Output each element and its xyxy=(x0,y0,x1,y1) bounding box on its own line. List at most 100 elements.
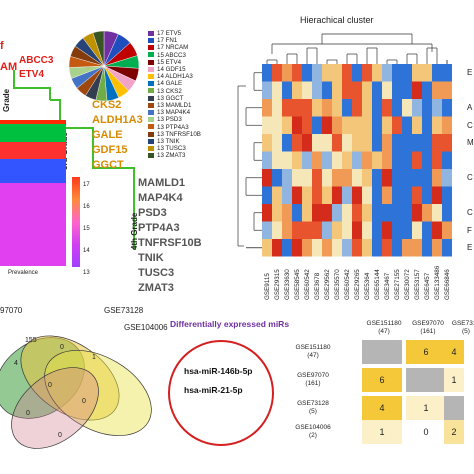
heatmap-cell xyxy=(402,81,412,99)
heatmap-column-label: GSE29562 xyxy=(324,269,331,300)
heatmap-cell xyxy=(372,81,382,99)
table-cell: 0 xyxy=(406,420,446,444)
heatmap-row-label: C xyxy=(467,120,473,130)
heatmap-cell xyxy=(392,151,402,169)
heatmap-cell xyxy=(272,151,282,169)
gene-label: ETV4 xyxy=(19,69,45,80)
table-cell: 6 xyxy=(362,368,402,392)
heatmap-cell xyxy=(392,81,402,99)
heatmap-cell xyxy=(412,151,422,169)
legend-label: 17 FN1 xyxy=(157,37,178,45)
heatmap-cell xyxy=(442,151,452,169)
heatmap-cell xyxy=(432,186,442,204)
heatmap-cell xyxy=(402,204,412,222)
table-row-header: GSE73128 (5) xyxy=(297,400,329,415)
grade-label-top: Grade xyxy=(2,88,11,112)
heatmap-cell xyxy=(262,99,272,117)
pie-legend-item: 13 PSD3 xyxy=(148,116,182,123)
pie-legend-item: 14 ALDH1A3 xyxy=(148,73,193,80)
legend-swatch xyxy=(148,95,154,101)
legend-label: 13 TUSC3 xyxy=(157,145,186,153)
heatmap-cell xyxy=(342,64,352,82)
heatmap-cell xyxy=(432,151,442,169)
heatmap-cell xyxy=(352,151,362,169)
heatmap-cell xyxy=(302,116,312,134)
heatmap-cell xyxy=(292,221,302,239)
heatmap-cell xyxy=(302,64,312,82)
heatmap-cell xyxy=(382,64,392,82)
prevalence-bar xyxy=(0,120,66,266)
heatmap-cell xyxy=(302,169,312,187)
heatmap-cell xyxy=(352,186,362,204)
heatmap-cell xyxy=(322,221,332,239)
heatmap-cell xyxy=(282,64,292,82)
heatmap-cell xyxy=(302,99,312,117)
legend-swatch xyxy=(148,153,154,159)
table-row-header: GSE151180 (47) xyxy=(295,344,331,359)
heatmap-cell xyxy=(342,99,352,117)
heatmap-cell xyxy=(442,134,452,152)
heatmap-column-label: GSE5364 xyxy=(364,272,371,300)
table-cell: 1 xyxy=(406,396,446,420)
heatmap-cell xyxy=(342,169,352,187)
heatmap-cell xyxy=(272,239,282,257)
heatmap-column-label: GSE6457 xyxy=(424,272,431,300)
pie-legend-item: 13 PTP4A3 xyxy=(148,124,189,131)
heatmap-cell xyxy=(412,99,422,117)
colorbar xyxy=(72,177,80,267)
heatmap-cell xyxy=(322,151,332,169)
venn-label-3: GSE104006 xyxy=(124,323,168,332)
gene-label: GALE xyxy=(92,129,123,141)
heatmap-cell xyxy=(322,169,332,187)
colorbar-tick: 14 xyxy=(83,248,90,254)
heatmap-cell xyxy=(362,151,372,169)
heatmap-cell xyxy=(402,169,412,187)
heatmap-cell xyxy=(332,64,342,82)
heatmap-cell xyxy=(262,204,272,222)
heatmap-cell xyxy=(262,134,272,152)
venn-count: 0 xyxy=(26,410,30,417)
heatmap-cell xyxy=(262,64,272,82)
heatmap-cell xyxy=(372,204,382,222)
heatmap-cell xyxy=(312,64,322,82)
heatmap-cell xyxy=(352,204,362,222)
heatmap-cell xyxy=(382,204,392,222)
heatmap-cell xyxy=(302,239,312,257)
table-cell: 4 xyxy=(444,340,464,364)
table-cell: 2 xyxy=(444,420,464,444)
heatmap-cell xyxy=(442,221,452,239)
heatmap-cell xyxy=(312,81,322,99)
colorbar-tick: 16 xyxy=(83,204,90,210)
heatmap-row-label: A xyxy=(467,103,473,112)
heatmap-cell xyxy=(352,116,362,134)
heatmap-cell xyxy=(302,151,312,169)
legend-swatch xyxy=(148,117,154,123)
heatmap-row-label: F xyxy=(467,225,472,235)
heatmap-cell xyxy=(412,116,422,134)
colorbar-tick: 17 xyxy=(83,182,90,188)
heatmap-column-label: GSE29315 xyxy=(274,269,281,300)
pie-legend-item: 13 MAMLD1 xyxy=(148,102,191,109)
heatmap-cell xyxy=(262,116,272,134)
heatmap-cell xyxy=(422,239,432,257)
heatmap-cell xyxy=(292,151,302,169)
legend-label: 13 TNIK xyxy=(157,138,180,145)
pie-legend-item: 17 NRCAM xyxy=(148,44,188,51)
heatmap-cell xyxy=(302,134,312,152)
heatmap-cell xyxy=(382,186,392,204)
heatmap-cell xyxy=(422,186,432,204)
gene-label: ABCC3 xyxy=(19,55,54,66)
heatmap-cell xyxy=(272,134,282,152)
heatmap-column-label: GSE35570 xyxy=(334,269,341,300)
legend-label: 14 GALE xyxy=(157,80,183,88)
heatmap-cell xyxy=(332,151,342,169)
heatmap-cell xyxy=(262,151,272,169)
legend-swatch xyxy=(148,38,154,44)
heatmap-cell xyxy=(362,99,372,117)
heatmap-cell xyxy=(442,116,452,134)
legend-label: 17 NRCAM xyxy=(157,44,189,52)
gene-label: ALDH1A3 xyxy=(92,114,143,126)
gene-label: TNFRSF10B xyxy=(138,237,202,249)
heatmap-cell xyxy=(292,134,302,152)
heatmap-cell xyxy=(332,99,342,117)
